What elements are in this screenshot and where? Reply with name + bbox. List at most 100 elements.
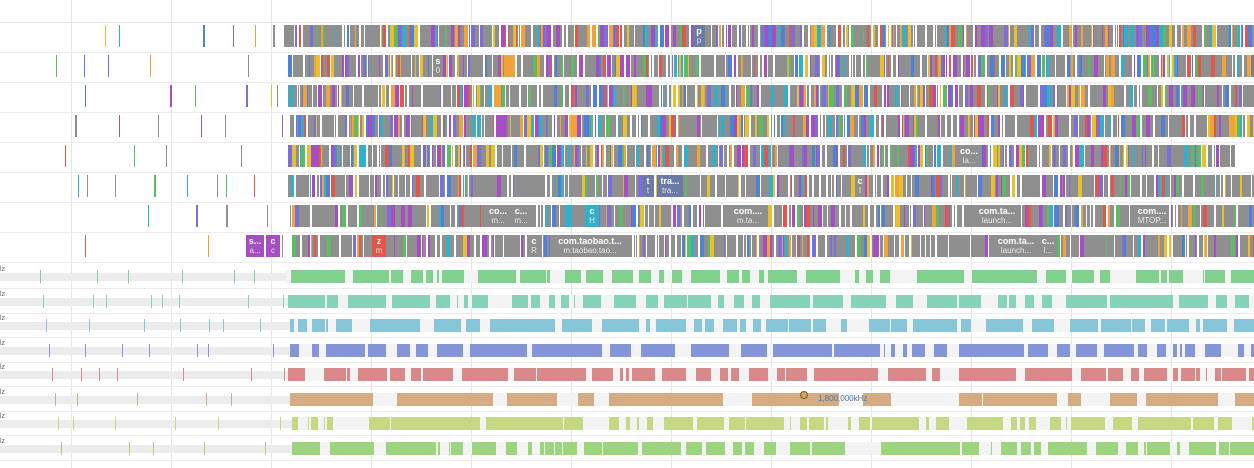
cpu-slice[interactable] [317, 25, 321, 47]
cpu-slice[interactable] [1203, 205, 1207, 227]
cpu-slice[interactable] [965, 85, 968, 107]
freq-slice[interactable] [528, 441, 531, 455]
cpu-slice[interactable] [416, 55, 419, 77]
cpu-slice[interactable] [756, 175, 760, 197]
cpu-slice[interactable] [514, 175, 516, 197]
freq-slice[interactable] [1102, 441, 1104, 455]
freq-slice[interactable] [1066, 417, 1067, 430]
cpu-slice[interactable] [665, 25, 669, 47]
cpu-slice[interactable] [527, 175, 530, 197]
cpu-slice[interactable] [1029, 175, 1031, 197]
cpu-slice[interactable] [1128, 25, 1130, 47]
freq-slice[interactable] [918, 368, 926, 381]
freq-slice[interactable] [957, 294, 959, 308]
cpu-slice[interactable] [679, 115, 683, 137]
cpu-slice[interactable] [907, 235, 909, 257]
cpu-slice[interactable] [623, 175, 624, 197]
freq-slice[interactable] [137, 392, 138, 406]
cpu-slice[interactable] [1160, 175, 1162, 197]
cpu-slice[interactable] [642, 25, 643, 47]
freq-slice[interactable] [989, 294, 998, 308]
cpu-slice[interactable] [351, 115, 352, 137]
freq-slice[interactable] [372, 343, 379, 357]
freq-slice[interactable] [780, 441, 790, 455]
cpu-slice[interactable] [751, 115, 755, 137]
cpu-slice[interactable] [463, 55, 464, 77]
cpu-slice[interactable] [1098, 55, 1100, 77]
cpu-slice[interactable] [895, 205, 896, 227]
cpu-slice[interactable] [1001, 25, 1004, 47]
freq-slice[interactable] [1015, 319, 1023, 332]
cpu-slice[interactable] [859, 85, 863, 107]
freq-slice[interactable] [743, 343, 753, 357]
cpu-slice[interactable] [929, 25, 933, 47]
cpu-slice[interactable] [661, 205, 665, 227]
freq-slice[interactable] [631, 343, 641, 357]
cpu-slice[interactable] [505, 25, 506, 47]
freq-slice[interactable] [536, 368, 537, 381]
freq-slice[interactable] [1042, 294, 1052, 308]
cpu-slice[interactable] [571, 115, 575, 137]
cpu-slice[interactable] [1062, 175, 1063, 197]
freq-slice[interactable] [1102, 417, 1105, 430]
cpu-slice[interactable] [512, 145, 514, 167]
cpu-slice[interactable] [738, 175, 739, 197]
cpu-slice[interactable] [493, 115, 494, 137]
cpu-slice[interactable] [394, 235, 395, 257]
cpu-slice[interactable] [400, 145, 402, 167]
cpu-slice[interactable] [1091, 145, 1094, 167]
cpu-slice[interactable] [1246, 85, 1248, 107]
cpu-slice[interactable] [874, 85, 877, 107]
freq-slice[interactable] [714, 319, 723, 332]
cpu-slice[interactable] [277, 85, 278, 107]
cpu-slice[interactable] [984, 115, 985, 137]
cpu-slice[interactable] [955, 25, 958, 47]
freq-slice[interactable] [799, 392, 807, 406]
freq-slice[interactable] [631, 441, 633, 455]
cpu-slice[interactable] [1096, 115, 1097, 137]
cpu-slice[interactable] [1072, 145, 1073, 167]
freq-slice[interactable] [693, 270, 698, 283]
freq-slice[interactable] [503, 294, 512, 308]
cpu-slice[interactable] [435, 25, 437, 47]
cpu-slice[interactable] [512, 115, 515, 137]
cpu-slice[interactable] [934, 145, 936, 167]
cpu-slice[interactable] [718, 175, 722, 197]
cpu-slice[interactable] [1075, 85, 1078, 107]
cpu-slice[interactable] [1042, 205, 1043, 227]
cpu-slice[interactable] [636, 175, 638, 197]
cpu-slice[interactable] [978, 55, 981, 77]
cpu-slice[interactable] [928, 85, 929, 107]
freq-slice[interactable] [420, 319, 425, 332]
freq-slice[interactable] [881, 270, 885, 283]
cpu-slice[interactable] [961, 235, 964, 257]
freq-slice[interactable] [1055, 319, 1058, 332]
freq-slice[interactable] [789, 319, 793, 332]
cpu-slice[interactable] [678, 85, 680, 107]
cpu-slice[interactable] [818, 235, 822, 257]
cpu-slice[interactable] [1208, 145, 1212, 167]
freq-slice[interactable] [1037, 343, 1039, 357]
cpu-slice[interactable] [944, 235, 948, 257]
cpu-slice[interactable] [405, 145, 406, 167]
cpu-slice[interactable] [737, 145, 741, 167]
cpu-slice[interactable] [999, 175, 1001, 197]
freq-slice[interactable] [474, 441, 483, 455]
freq-slice[interactable] [983, 343, 988, 357]
cpu-slice[interactable] [795, 115, 799, 137]
cpu-slice[interactable] [347, 145, 350, 167]
freq-slice[interactable] [955, 392, 959, 406]
freq-slice[interactable] [1183, 294, 1190, 308]
freq-slice[interactable] [451, 441, 454, 455]
cpu-slice[interactable] [341, 25, 342, 47]
cpu-slice[interactable] [611, 205, 614, 227]
freq-slice[interactable] [639, 319, 646, 332]
cpu-slice[interactable] [522, 145, 524, 167]
cpu-slice[interactable] [858, 55, 861, 77]
cpu-slice[interactable] [632, 25, 633, 47]
freq-slice[interactable] [424, 392, 443, 406]
freq-slice[interactable] [1108, 417, 1113, 430]
cpu-slice[interactable] [1223, 145, 1224, 167]
cpu-slice[interactable] [354, 145, 357, 167]
freq-slice[interactable] [679, 417, 680, 430]
